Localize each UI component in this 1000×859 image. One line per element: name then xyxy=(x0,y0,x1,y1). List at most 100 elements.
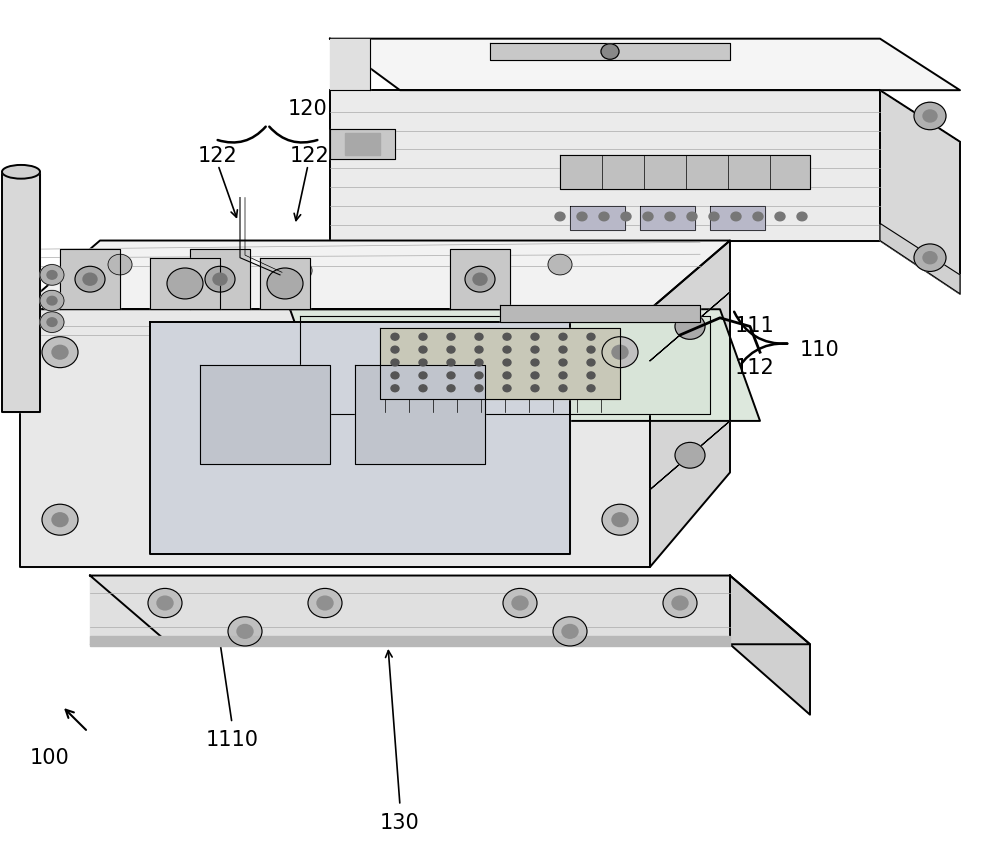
Polygon shape xyxy=(20,309,650,567)
Circle shape xyxy=(447,359,455,366)
Polygon shape xyxy=(355,365,485,464)
Circle shape xyxy=(475,333,483,340)
Circle shape xyxy=(75,266,105,292)
Circle shape xyxy=(531,372,539,379)
Circle shape xyxy=(531,359,539,366)
Circle shape xyxy=(599,212,609,221)
Circle shape xyxy=(419,333,427,340)
Circle shape xyxy=(40,265,64,285)
Circle shape xyxy=(40,312,64,332)
Circle shape xyxy=(559,385,567,392)
Circle shape xyxy=(612,345,628,359)
Text: 1110: 1110 xyxy=(206,730,258,751)
Polygon shape xyxy=(880,90,960,142)
Circle shape xyxy=(621,212,631,221)
Polygon shape xyxy=(260,258,310,309)
Text: 100: 100 xyxy=(30,747,70,768)
Circle shape xyxy=(672,596,688,610)
Circle shape xyxy=(687,212,697,221)
Circle shape xyxy=(531,333,539,340)
Polygon shape xyxy=(380,328,620,399)
Circle shape xyxy=(914,244,946,271)
Circle shape xyxy=(531,385,539,392)
Circle shape xyxy=(213,273,227,285)
Circle shape xyxy=(587,346,595,353)
Circle shape xyxy=(391,333,399,340)
Polygon shape xyxy=(90,636,730,646)
Circle shape xyxy=(391,346,399,353)
Polygon shape xyxy=(330,90,880,241)
Polygon shape xyxy=(650,421,730,490)
Circle shape xyxy=(531,346,539,353)
Polygon shape xyxy=(880,90,960,294)
Text: 111: 111 xyxy=(735,316,775,337)
Ellipse shape xyxy=(2,165,40,179)
Circle shape xyxy=(419,372,427,379)
Polygon shape xyxy=(640,206,695,230)
Circle shape xyxy=(503,588,537,618)
Circle shape xyxy=(308,588,342,618)
Circle shape xyxy=(148,588,182,618)
Circle shape xyxy=(391,385,399,392)
Circle shape xyxy=(167,268,203,299)
Circle shape xyxy=(675,314,705,339)
Circle shape xyxy=(553,617,587,646)
Circle shape xyxy=(753,212,763,221)
Polygon shape xyxy=(650,241,730,567)
Circle shape xyxy=(447,346,455,353)
Polygon shape xyxy=(490,43,730,60)
Polygon shape xyxy=(710,206,765,230)
Circle shape xyxy=(709,212,719,221)
Circle shape xyxy=(797,212,807,221)
Text: 122: 122 xyxy=(290,146,330,167)
Circle shape xyxy=(587,359,595,366)
Circle shape xyxy=(503,333,511,340)
Polygon shape xyxy=(2,172,40,412)
Text: 130: 130 xyxy=(380,813,420,833)
Circle shape xyxy=(237,624,253,638)
Circle shape xyxy=(559,359,567,366)
Circle shape xyxy=(559,372,567,379)
Polygon shape xyxy=(560,155,810,189)
Circle shape xyxy=(83,273,97,285)
Circle shape xyxy=(42,337,78,368)
Circle shape xyxy=(475,359,483,366)
Circle shape xyxy=(419,359,427,366)
Circle shape xyxy=(391,359,399,366)
Polygon shape xyxy=(150,258,220,309)
Circle shape xyxy=(473,273,487,285)
Circle shape xyxy=(475,385,483,392)
Polygon shape xyxy=(450,249,510,309)
Circle shape xyxy=(52,513,68,527)
Circle shape xyxy=(914,102,946,130)
Circle shape xyxy=(643,212,653,221)
Polygon shape xyxy=(90,576,730,644)
Circle shape xyxy=(602,504,638,535)
Polygon shape xyxy=(345,133,380,155)
Circle shape xyxy=(503,372,511,379)
Polygon shape xyxy=(150,322,570,554)
Circle shape xyxy=(47,318,57,326)
Polygon shape xyxy=(190,249,250,309)
Circle shape xyxy=(577,212,587,221)
Circle shape xyxy=(602,337,638,368)
Text: 122: 122 xyxy=(198,146,238,167)
Polygon shape xyxy=(730,576,810,715)
Circle shape xyxy=(475,372,483,379)
Circle shape xyxy=(205,266,235,292)
Polygon shape xyxy=(330,39,960,90)
Text: 120: 120 xyxy=(288,99,328,119)
Circle shape xyxy=(559,346,567,353)
Circle shape xyxy=(447,385,455,392)
Polygon shape xyxy=(290,309,760,421)
Circle shape xyxy=(228,617,262,646)
Circle shape xyxy=(601,44,619,59)
Circle shape xyxy=(503,346,511,353)
Circle shape xyxy=(47,296,57,305)
Circle shape xyxy=(108,254,132,275)
Polygon shape xyxy=(570,206,625,230)
Circle shape xyxy=(40,290,64,311)
Circle shape xyxy=(555,212,565,221)
Circle shape xyxy=(419,385,427,392)
Circle shape xyxy=(267,268,303,299)
